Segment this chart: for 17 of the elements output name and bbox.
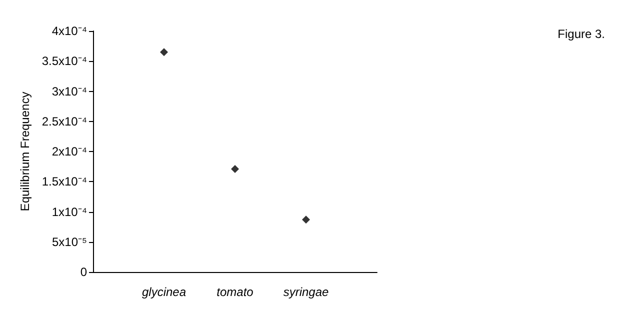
y-tick-label: 3x10⁻⁴ (52, 84, 87, 98)
point (160, 48, 168, 56)
y-tick-label: 5x10⁻⁵ (52, 234, 88, 249)
caption: Figure 3. (558, 27, 606, 41)
point (302, 216, 310, 224)
y-tick-label: 3.5x10⁻⁴ (42, 54, 87, 68)
x-tick-label: glycinea (142, 285, 186, 299)
y-tick-label: 2x10⁻⁴ (52, 144, 87, 158)
x-tick-label: tomato (216, 285, 254, 299)
y-tick-label: 0 (80, 265, 88, 279)
y-tick-label: 1.5x10⁻⁴ (42, 174, 87, 189)
y-tick-label: 2.5x10⁻⁴ (42, 114, 87, 128)
x-tick-label: syringae (283, 285, 330, 299)
y-tick-label: 4x10⁻⁴ (52, 24, 87, 38)
y-tick-label: 1x10⁻⁴ (52, 204, 87, 219)
y-axis-title: Equilibrium Frequency (18, 92, 32, 212)
point (231, 164, 239, 173)
